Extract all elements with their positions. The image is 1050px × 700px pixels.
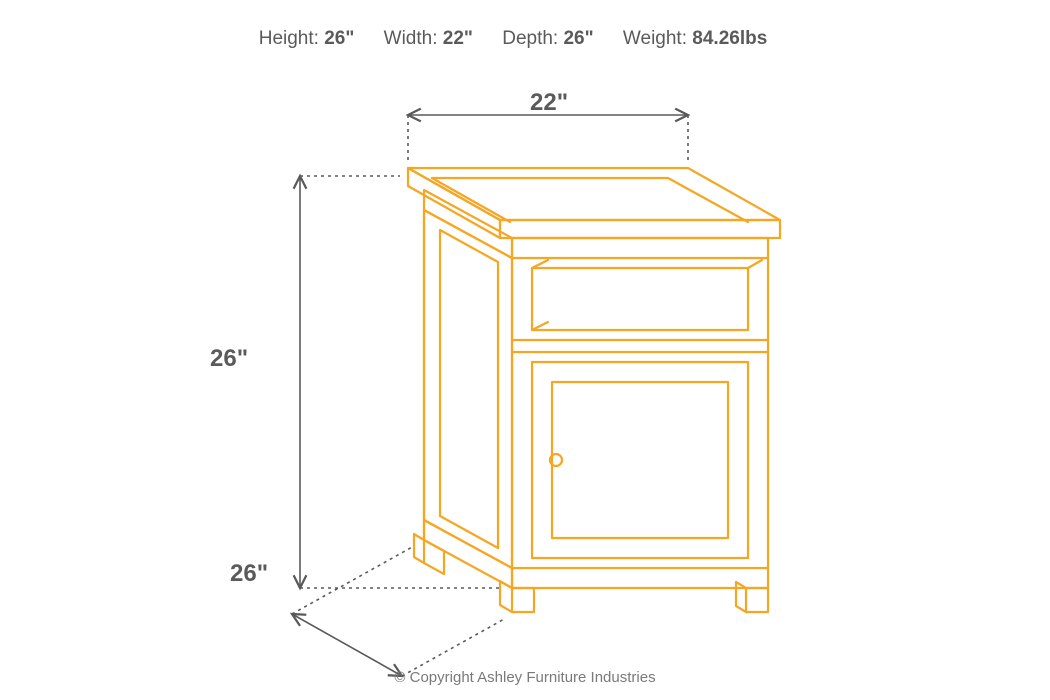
furniture-diagram — [0, 0, 1050, 700]
copyright-text: © Copyright Ashley Furniture Industries — [0, 669, 1050, 686]
